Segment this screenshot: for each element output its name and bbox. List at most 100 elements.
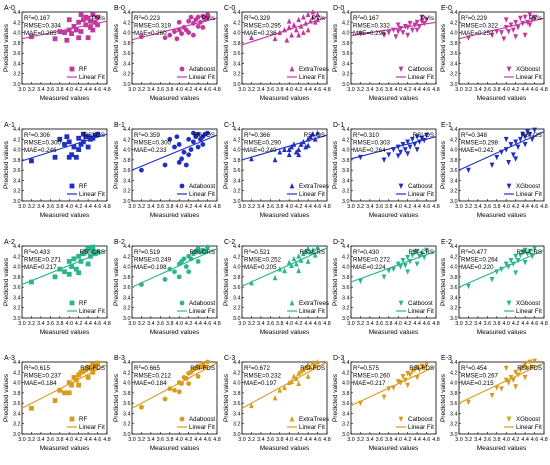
data-point (522, 32, 528, 39)
data-point (398, 264, 403, 270)
x-tick-label: 4.0 (175, 437, 183, 443)
data-point (76, 35, 82, 41)
y-tick-label: 3.4 (13, 178, 21, 184)
data-point (412, 142, 418, 148)
x-tick-label: 3.6 (376, 204, 384, 210)
data-point (513, 156, 519, 162)
legend-marker (69, 66, 75, 72)
y-tick-label: 3.4 (342, 411, 350, 417)
y-tick-label: 3.4 (342, 178, 350, 184)
x-tick-label: 3.8 (56, 87, 64, 93)
legend-marker (289, 300, 295, 306)
x-tick-label: 3.6 (376, 321, 384, 327)
data-point (286, 24, 292, 30)
data-point (289, 262, 294, 268)
legend-model-label: XGboost (516, 183, 540, 190)
y-axis-title: Predicted values (3, 23, 10, 72)
plot-frame (458, 11, 545, 85)
data-point (506, 29, 511, 35)
x-tick-label: 3.4 (474, 87, 482, 93)
linear-fit-line (458, 362, 545, 404)
legend-model-label: Catboost (408, 416, 433, 423)
y-tick-label: 3.6 (450, 168, 458, 174)
data-point (167, 386, 173, 392)
y-tick-label: 3.6 (123, 51, 131, 57)
x-tick-label: 4.8 (213, 437, 221, 443)
y-tick-label: 3.8 (233, 391, 241, 397)
x-tick-label: 4.2 (185, 87, 193, 93)
data-point (80, 17, 86, 23)
data-point (494, 29, 500, 35)
legend-fit-label: Linear Fit (79, 191, 105, 198)
x-tick-label: 3.2 (138, 437, 146, 443)
y-tick-label: 4.2 (450, 370, 458, 376)
y-tick-label: 4.4 (342, 10, 350, 16)
x-tick-label: 4.4 (84, 437, 92, 443)
plot-frame (131, 361, 218, 435)
x-axis-title: Measured values (260, 445, 310, 452)
x-tick-label: 3.4 (147, 437, 155, 443)
x-axis-title: Measured values (260, 212, 310, 219)
data-point (520, 364, 526, 371)
panel-E-3: E-33.03.23.43.63.84.04.24.43.0 3.2 3.4 3.6 3… (440, 355, 548, 452)
data-point (513, 270, 519, 276)
x-tick-label: 3.0 (128, 321, 136, 327)
data-point (513, 19, 519, 26)
data-point (522, 260, 528, 266)
feature-set-label: PVIs (312, 15, 325, 22)
legend-marker (179, 183, 185, 189)
data-point (522, 142, 528, 148)
rmse-label: RMSE=0.300 (134, 140, 172, 147)
x-tick-label: 4.2 (75, 321, 83, 327)
data-point (405, 139, 411, 145)
x-tick-label: 4.2 (185, 321, 193, 327)
y-tick-label: 3.8 (450, 158, 458, 164)
y-tick-label: 3.6 (342, 168, 350, 174)
x-axis-title: Measured values (150, 95, 200, 102)
panel-D-1: D-13.03.23.43.63.84.04.24.43.0 3.2 3.4 3.6 3… (332, 122, 440, 219)
r2-label: R2=0.521 (244, 248, 270, 256)
y-tick-label: 4.0 (233, 381, 241, 387)
y-tick-label: 3.4 (233, 61, 241, 67)
y-tick-label: 4.0 (342, 31, 350, 37)
data-point (308, 364, 313, 370)
data-point (305, 245, 311, 251)
data-point (167, 136, 173, 142)
data-point (57, 387, 63, 393)
x-tick-label: 3.8 (56, 321, 64, 327)
y-tick-label: 4.2 (450, 137, 458, 143)
x-tick-label: 4.4 (521, 87, 529, 93)
y-tick-label: 3.8 (450, 275, 458, 281)
data-point (466, 283, 471, 290)
data-point (78, 142, 84, 147)
y-tick-label: 4.0 (450, 148, 458, 154)
feature-set-label: PVIs (92, 15, 105, 22)
data-point (272, 156, 278, 163)
data-point (69, 152, 74, 158)
data-point (315, 130, 320, 136)
data-point (85, 134, 91, 140)
data-point (66, 271, 72, 277)
x-tick-label: 4.0 (394, 321, 402, 327)
y-tick-label: 3.8 (123, 158, 131, 164)
plot-frame (21, 128, 108, 202)
data-point (499, 30, 504, 36)
y-tick-label: 3.4 (233, 295, 241, 301)
x-tick-label: 3.4 (37, 437, 45, 443)
data-point (466, 399, 471, 406)
y-tick-label: 4.0 (342, 265, 350, 271)
y-tick-label: 3.0 (13, 82, 21, 88)
data-point (85, 144, 91, 150)
data-point (289, 144, 294, 150)
mae-label: MAE=0.260 (134, 30, 167, 37)
data-point (400, 142, 406, 148)
data-point (176, 19, 182, 25)
x-tick-label: 4.4 (304, 437, 312, 443)
plot-frame (350, 128, 437, 202)
y-tick-label: 4.2 (342, 20, 350, 26)
y-tick-label: 3.0 (342, 316, 350, 322)
data-point (315, 16, 320, 23)
y-tick-label: 3.8 (233, 158, 241, 164)
x-tick-label: 3.4 (257, 87, 265, 93)
legend-model-label: Catboost (408, 300, 433, 307)
